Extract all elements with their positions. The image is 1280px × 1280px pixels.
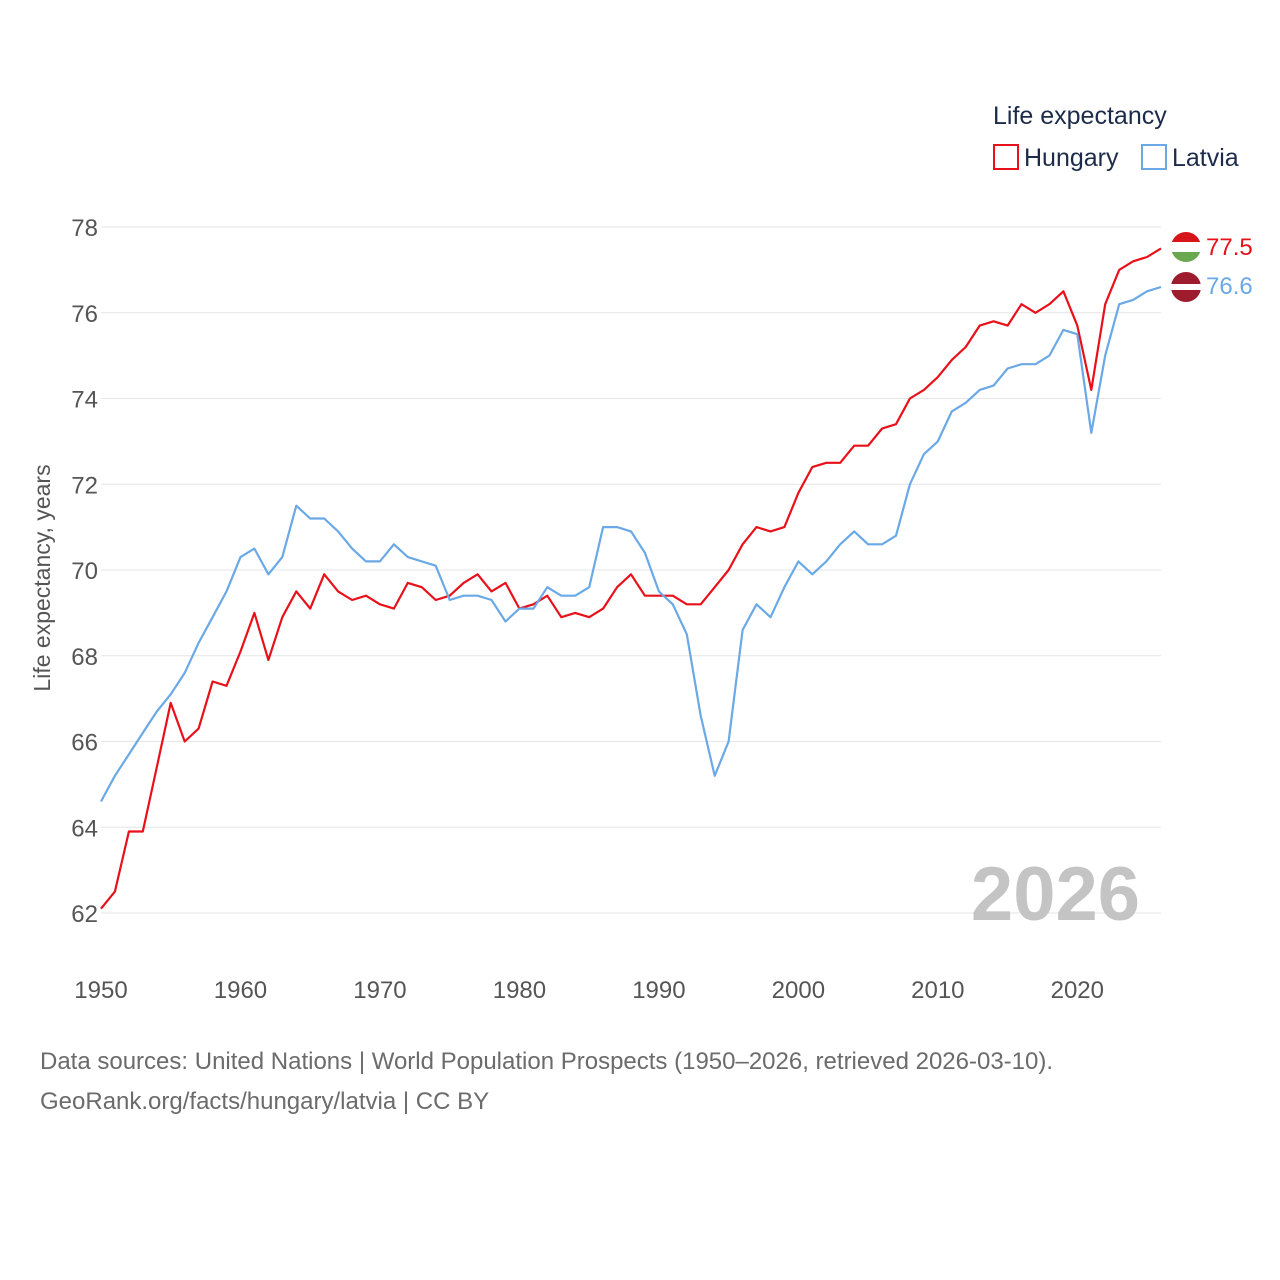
x-tick-label: 1950 [74, 977, 127, 1004]
y-tick-label: 72 [71, 472, 98, 499]
y-axis-title: Life expectancy, years [29, 464, 55, 691]
x-tick-label: 1980 [493, 977, 546, 1004]
data-source-note: Data sources: United Nations | World Pop… [40, 1048, 1054, 1075]
series-line-latvia [100, 285, 1162, 803]
year-watermark: 2026 [971, 852, 1140, 937]
x-tick-label: 2000 [772, 977, 825, 1004]
x-tick-label: 2010 [911, 977, 964, 1004]
legend-swatch-hungary [993, 144, 1019, 170]
legend-item-hungary[interactable]: Hungary [993, 144, 1119, 172]
end-label-latvia: 76.6 [1206, 273, 1253, 300]
footer: Data sources: United Nations | World Pop… [40, 1042, 1053, 1122]
y-tick-label: 76 [71, 301, 98, 328]
y-tick-label: 70 [71, 558, 98, 585]
hungary-flag-icon [1171, 232, 1201, 262]
series-lines [100, 247, 1162, 910]
y-tick-label: 74 [71, 387, 98, 414]
gridlines [101, 226, 1161, 914]
latvia-flag-icon [1171, 272, 1201, 302]
series-line-hungary [100, 247, 1162, 910]
x-tick-label: 1990 [632, 977, 685, 1004]
y-tick-label: 68 [71, 644, 98, 671]
y-tick-label: 62 [71, 901, 98, 928]
end-label-hungary: 77.5 [1206, 234, 1253, 261]
legend-label-hungary: Hungary [1024, 144, 1119, 172]
y-axis-ticks: 62 64 66 68 70 72 74 76 78 [71, 215, 98, 928]
legend-swatch-latvia [1141, 144, 1167, 170]
y-tick-label: 78 [71, 215, 98, 242]
legend-title: Life expectancy [993, 102, 1167, 130]
y-tick-label: 66 [71, 730, 98, 757]
attribution-note: GeoRank.org/facts/hungary/latvia | CC BY [40, 1088, 490, 1115]
legend-item-latvia[interactable]: Latvia [1141, 144, 1239, 172]
legend-label-latvia: Latvia [1172, 144, 1239, 172]
x-tick-label: 2020 [1051, 977, 1104, 1004]
x-tick-label: 1960 [214, 977, 267, 1004]
x-tick-label: 1970 [353, 977, 406, 1004]
life-expectancy-chart: Life expectancy Hungary Latvia 62 64 66 68 7… [29, 102, 1253, 1004]
y-tick-label: 64 [71, 815, 98, 842]
x-axis-ticks: 1950 1960 1970 1980 1990 2000 2010 2020 [74, 977, 1104, 1004]
